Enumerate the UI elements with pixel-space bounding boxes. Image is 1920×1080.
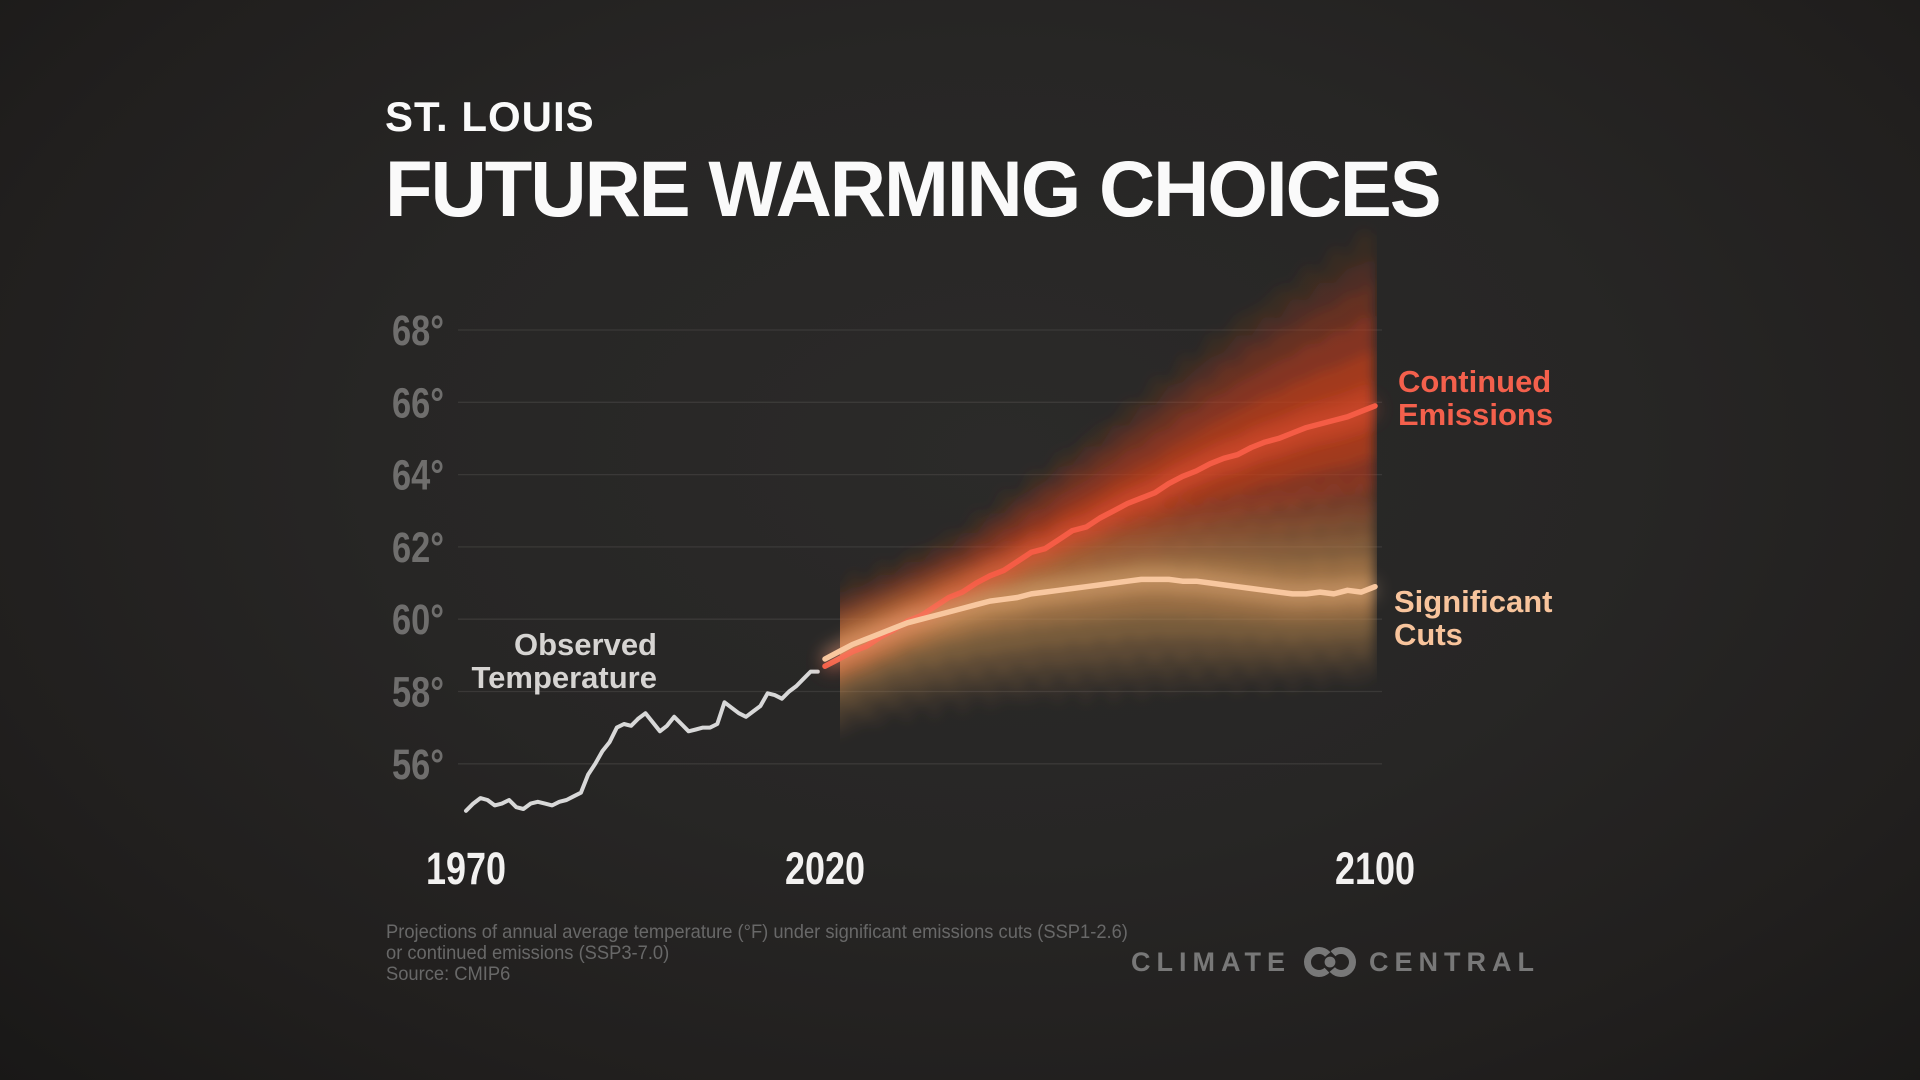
significant-cuts-label: Significant [1394, 584, 1552, 619]
x-tick-label: 1970 [426, 843, 506, 894]
logo-word-climate: CLIMATE [1131, 946, 1291, 977]
x-tick-label: 2100 [1335, 843, 1415, 894]
footnote: Projections of annual average temperatur… [386, 922, 1128, 985]
continued-emissions-label: Emissions [1398, 397, 1553, 432]
y-tick-label: 62° [392, 524, 444, 571]
footnote-line-2: or continued emissions (SSP3-7.0) [386, 942, 670, 964]
observed-temperature-label: Observed [514, 627, 657, 662]
city-title: ST. LOUIS [385, 93, 595, 140]
observed-temperature-line [464, 669, 820, 813]
significant-cuts-range [840, 477, 1375, 737]
y-tick-label: 68° [392, 307, 444, 354]
observed-temperature-label: Temperature [472, 660, 658, 695]
continued-emissions-label: Continued [1398, 364, 1551, 399]
significant-cuts-label: Cuts [1394, 617, 1463, 652]
footnote-line-3: Source: CMIP6 [386, 963, 511, 985]
footnote-line-1: Projections of annual average temperatur… [386, 921, 1128, 943]
x-tick-label: 2020 [785, 843, 865, 894]
interlocked-rings-icon [1304, 947, 1356, 977]
title-block: ST. LOUIS FUTURE WARMING CHOICES [385, 93, 1456, 233]
page-title: FUTURE WARMING CHOICES [385, 144, 1442, 233]
y-tick-label: 60° [392, 597, 444, 644]
y-tick-label: 64° [392, 452, 444, 499]
y-tick-label: 56° [392, 741, 444, 788]
logo-word-central: CENTRAL [1369, 946, 1540, 977]
climate-central-logo: CLIMATE CENTRAL [1131, 944, 1540, 980]
significant-cuts-line [822, 576, 1378, 662]
y-tick-label: 66° [392, 380, 444, 427]
uncertainty-bands [840, 228, 1375, 737]
y-tick-label: 58° [392, 669, 444, 716]
